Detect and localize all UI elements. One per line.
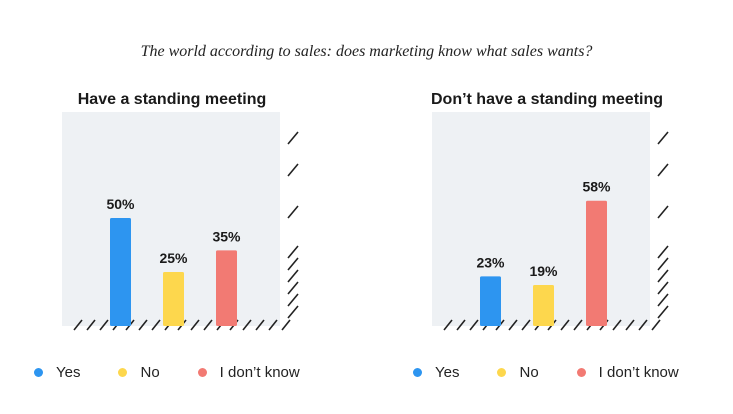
legend-item-no: No bbox=[118, 364, 160, 381]
axis-hatch-mark bbox=[612, 319, 622, 331]
bar-yes bbox=[480, 276, 501, 326]
legend-item-yes: Yes bbox=[413, 364, 459, 381]
legend-label-no: No bbox=[519, 364, 539, 381]
legend-label-dont-know: I don’t know bbox=[219, 364, 300, 381]
bar-yes bbox=[110, 218, 131, 326]
data-label-no: 25% bbox=[159, 250, 188, 266]
legend-item-yes: Yes bbox=[34, 364, 80, 381]
axis-hatch-mark bbox=[657, 281, 669, 295]
legend-right: Yes No I don’t know bbox=[413, 364, 679, 381]
bar-chart-right: 23% 19% 58% bbox=[432, 112, 669, 331]
axis-hatch-mark bbox=[657, 305, 669, 319]
bar-dont-know bbox=[586, 200, 607, 326]
axis-hatch-mark bbox=[151, 319, 161, 331]
axis-hatch-mark bbox=[287, 293, 299, 307]
legend-label-no: No bbox=[140, 364, 160, 381]
bar-no bbox=[533, 284, 554, 326]
data-label-dont-know: 35% bbox=[212, 228, 241, 244]
legend-swatch-dont-know bbox=[197, 368, 207, 377]
axis-hatch-mark bbox=[521, 319, 531, 331]
axis-hatch-mark bbox=[443, 319, 453, 331]
axis-hatch-mark bbox=[287, 131, 299, 145]
data-label-no: 19% bbox=[529, 263, 558, 279]
axis-hatch-mark bbox=[287, 257, 299, 271]
legend-swatch-dont-know bbox=[576, 368, 586, 377]
data-label-yes: 23% bbox=[476, 254, 505, 270]
axis-hatch-mark bbox=[73, 319, 83, 331]
axis-hatch-mark bbox=[287, 269, 299, 283]
bar-no bbox=[163, 272, 184, 326]
axis-hatch-mark bbox=[99, 319, 109, 331]
axis-hatch-mark bbox=[638, 319, 648, 331]
axis-hatch-mark bbox=[657, 257, 669, 271]
legend-swatch-yes bbox=[34, 368, 43, 377]
legend-label-yes: Yes bbox=[435, 364, 460, 381]
legend-item-no: No bbox=[497, 364, 539, 381]
legend-label-yes: Yes bbox=[56, 364, 81, 381]
bar-chart-left: 50% 25% 35% bbox=[62, 112, 299, 331]
data-label-yes: 50% bbox=[106, 196, 135, 212]
axis-hatch-mark bbox=[657, 269, 669, 283]
axis-hatch-mark bbox=[287, 163, 299, 177]
legend-swatch-yes bbox=[413, 368, 422, 377]
panel-title-right: Don’t have a standing meeting bbox=[430, 91, 664, 108]
axis-hatch-mark bbox=[651, 319, 661, 331]
legend-swatch-no bbox=[497, 368, 507, 377]
axis-hatch-mark bbox=[657, 205, 669, 219]
axis-hatch-mark bbox=[287, 305, 299, 319]
axis-hatch-mark bbox=[138, 319, 148, 331]
axis-hatch-mark bbox=[255, 319, 265, 331]
axis-hatch-mark bbox=[268, 319, 278, 331]
axis-hatch-mark bbox=[456, 319, 466, 331]
legend-item-dont-know: I don’t know bbox=[576, 364, 679, 381]
axis-hatch-mark bbox=[625, 319, 635, 331]
chart-main-title: The world according to sales: does marke… bbox=[140, 43, 593, 60]
axis-hatch-mark bbox=[657, 163, 669, 177]
axis-hatch-mark bbox=[287, 245, 299, 259]
legend-item-dont-know: I don’t know bbox=[197, 364, 300, 381]
axis-hatch-mark bbox=[281, 319, 291, 331]
axis-hatch-mark bbox=[86, 319, 96, 331]
axis-hatch-mark bbox=[657, 245, 669, 259]
legend-label-dont-know: I don’t know bbox=[598, 364, 679, 381]
legend-swatch-no bbox=[118, 368, 128, 377]
axis-hatch-mark bbox=[508, 319, 518, 331]
axis-hatch-mark bbox=[203, 319, 213, 331]
data-label-dont-know: 58% bbox=[582, 179, 611, 195]
axis-hatch-mark bbox=[573, 319, 583, 331]
axis-hatch-mark bbox=[657, 293, 669, 307]
axis-hatch-mark bbox=[242, 319, 252, 331]
axis-hatch-mark bbox=[560, 319, 570, 331]
axis-hatch-mark bbox=[469, 319, 479, 331]
axis-hatch-mark bbox=[190, 319, 200, 331]
legend-left: Yes No I don’t know bbox=[34, 364, 300, 381]
axis-hatch-mark bbox=[287, 205, 299, 219]
panel-title-left: Have a standing meeting bbox=[77, 91, 267, 108]
axis-hatch-mark bbox=[287, 281, 299, 295]
bar-dont-know bbox=[216, 250, 237, 326]
axis-hatch-mark bbox=[657, 131, 669, 145]
